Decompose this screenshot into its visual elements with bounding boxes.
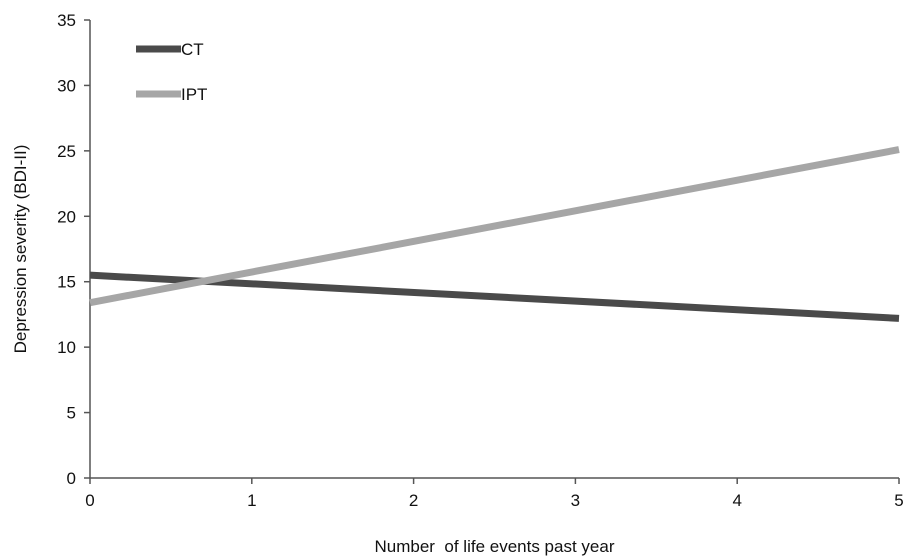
y-tick-label: 0 [67, 469, 76, 488]
x-tick-label: 2 [409, 491, 418, 510]
x-tick-label: 1 [247, 491, 256, 510]
x-tick-label: 0 [85, 491, 94, 510]
axes: 0 5 10 15 20 25 30 35 0 1 2 3 4 5 [57, 11, 904, 510]
y-tick-label: 30 [57, 76, 76, 95]
y-tick-label: 15 [57, 273, 76, 292]
x-tick-label: 3 [571, 491, 580, 510]
series-lines [89, 146, 900, 322]
series-line-ipt [89, 146, 900, 307]
legend: CT IPT [136, 40, 207, 104]
legend-label-ct: CT [181, 40, 204, 59]
x-tick-label: 5 [894, 491, 903, 510]
y-tick-label: 25 [57, 142, 76, 161]
y-tick-label: 35 [57, 11, 76, 30]
x-axis-title: Number of life events past year [374, 537, 614, 556]
y-axis-title: Depression severity (BDI-II) [11, 145, 30, 354]
y-ticks: 0 5 10 15 20 25 30 35 [57, 11, 90, 488]
x-ticks: 0 1 2 3 4 5 [85, 478, 904, 510]
x-tick-label: 4 [732, 491, 741, 510]
y-tick-label: 20 [57, 207, 76, 226]
y-tick-label: 5 [67, 404, 76, 423]
legend-label-ipt: IPT [181, 85, 207, 104]
series-line-ct [89, 271, 900, 322]
y-tick-label: 10 [57, 338, 76, 357]
